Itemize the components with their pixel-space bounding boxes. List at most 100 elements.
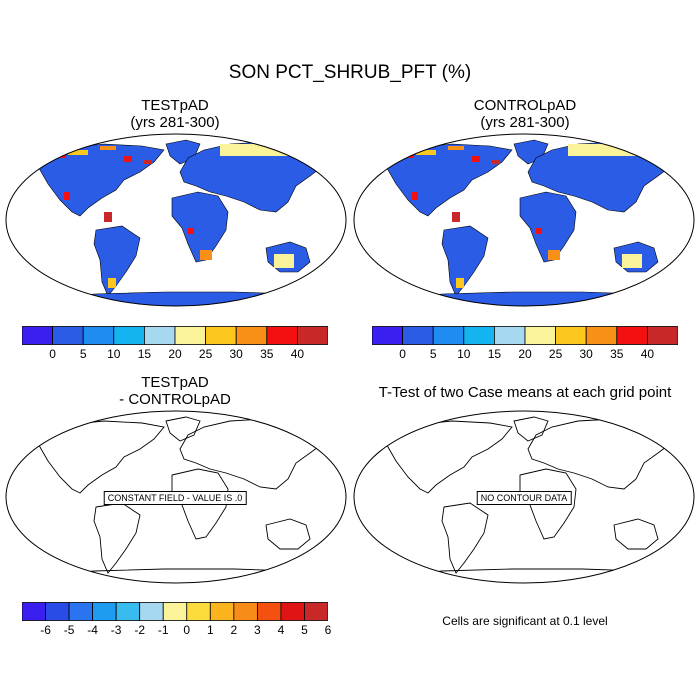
shrub-hotspot	[274, 254, 294, 268]
colorbar-swatch	[22, 602, 46, 621]
shrub-hotspot	[548, 250, 560, 260]
colorbar-swatch	[209, 602, 235, 621]
colorbar-swatch	[304, 602, 328, 621]
colorbar-tick-label: -2	[134, 623, 146, 637]
continent-greenland	[513, 416, 549, 442]
colorbar-tick-label: 5	[301, 623, 308, 637]
colorbar-test	[22, 326, 328, 345]
shrub-hotspot	[220, 144, 316, 156]
colorbar-tick-label: 0	[49, 347, 56, 361]
shrub-hotspot	[200, 250, 212, 260]
map-border	[5, 410, 347, 584]
colorbar-tick-label: 15	[487, 347, 502, 361]
colorbar-difference	[22, 602, 328, 621]
shrub-hotspot	[536, 228, 542, 234]
colorbar-tick-label: -5	[63, 623, 75, 637]
panel-title-test-line2: (yrs 281-300)	[130, 114, 220, 131]
colorbar-tick-label: 5	[429, 347, 437, 361]
colorbar-tick-label: 20	[168, 347, 182, 361]
colorbar-swatch	[402, 326, 434, 345]
colorbar-swatch	[162, 602, 188, 621]
shrub-hotspot	[568, 144, 664, 156]
shrub-hotspot	[64, 192, 70, 200]
colorbar-swatch	[280, 602, 305, 621]
map-border	[5, 133, 347, 307]
shrub-hotspot	[68, 150, 88, 155]
colorbar-swatch	[296, 326, 328, 345]
continent-north-america	[33, 420, 165, 494]
colorbar-tick-label: -1	[157, 623, 169, 637]
colorbar-tick-label: 10	[107, 347, 121, 361]
panel-title-ttest: T-Test of two Case means at each grid po…	[355, 384, 695, 401]
colorbar-tick-label: 4	[277, 623, 285, 637]
colorbar-control	[372, 326, 678, 345]
continent-antarctica	[391, 291, 670, 306]
panel-title-control-line1: CONTROLpAD	[473, 97, 577, 114]
continent-greenland	[165, 416, 201, 442]
colorbar-swatch	[144, 326, 176, 345]
colorbar-swatch	[22, 326, 54, 345]
colorbar-tick-label: -6	[40, 623, 51, 637]
colorbar-swatch	[256, 602, 282, 621]
map-control-panel	[353, 133, 695, 307]
colorbar-tick-label: -3	[110, 623, 122, 637]
continent-south-america	[441, 502, 489, 574]
shrub-hotspot	[472, 156, 480, 162]
colorbar-tick-label: 3	[254, 623, 261, 637]
shrub-hotspot	[452, 212, 460, 222]
colorbar-swatch	[186, 602, 211, 621]
colorbar-test-labels: 0 5 10 15 20 25 30 35 40	[22, 347, 328, 363]
colorbar-tick-label: 35	[260, 347, 274, 361]
significance-note: Cells are significant at 0.1 level	[442, 614, 608, 628]
colorbar-tick-label: -4	[87, 623, 98, 637]
colorbar-swatch	[113, 326, 145, 345]
colorbar-swatch	[92, 602, 117, 621]
colorbar-swatch	[233, 602, 258, 621]
colorbar-swatch	[68, 602, 94, 621]
shrub-hotspot	[108, 278, 116, 288]
shrub-hotspot	[456, 278, 464, 288]
colorbar-swatch	[115, 602, 141, 621]
colorbar-difference-labels: -6 -5 -4 -3 -2 -1 0 1 2 3 4 5 6	[22, 623, 331, 639]
panel-title-test: TESTpAD (yrs 281-300)	[25, 97, 325, 131]
shrub-hotspot	[38, 152, 66, 158]
colorbar-swatch	[52, 326, 84, 345]
colorbar-swatch	[205, 326, 237, 345]
panel-title-ttest-line1: T-Test of two Case means at each grid po…	[378, 384, 672, 401]
colorbar-swatch	[494, 326, 526, 345]
continent-antarctica	[43, 291, 322, 306]
colorbar-tick-label: 6	[324, 623, 332, 637]
colorbar-swatch	[266, 326, 298, 345]
shrub-hotspot	[416, 150, 436, 155]
no-contour-message: NO CONTOUR DATA	[476, 491, 572, 505]
colorbar-tick-label: 0	[183, 623, 191, 637]
colorbar-swatch	[555, 326, 587, 345]
colorbar-swatch	[524, 326, 557, 345]
shrub-hotspot	[104, 212, 112, 222]
colorbar-tick-label: 15	[137, 347, 152, 361]
shrub-hotspot	[100, 146, 116, 150]
colorbar-swatch	[235, 326, 268, 345]
colorbar-tick-label: 25	[198, 347, 213, 361]
shrub-hotspot	[386, 152, 414, 158]
shrub-hotspot	[492, 160, 500, 164]
colorbar-tick-label: 25	[548, 347, 563, 361]
panel-title-diff-line2: - CONTROLpAD	[119, 391, 231, 408]
colorbar-swatch	[463, 326, 495, 345]
colorbar-swatch	[174, 326, 207, 345]
colorbar-tick-label: 2	[230, 623, 238, 637]
shrub-hotspot	[144, 160, 152, 164]
colorbar-swatch	[82, 326, 115, 345]
constant-field-message: CONSTANT FIELD - VALUE IS .0	[103, 491, 247, 505]
colorbar-swatch	[372, 326, 404, 345]
colorbar-tick-label: 30	[579, 347, 593, 361]
colorbar-swatch	[646, 326, 678, 345]
panel-title-control: CONTROLpAD (yrs 281-300)	[375, 97, 675, 131]
continent-australia	[613, 518, 659, 550]
colorbar-swatch	[616, 326, 648, 345]
figure-title: SON PCT_SHRUB_PFT (%)	[228, 62, 472, 83]
colorbar-tick-label: 40	[640, 347, 655, 361]
map-border	[353, 410, 695, 584]
colorbar-tick-label: 40	[290, 347, 305, 361]
panel-title-test-line1: TESTpAD	[141, 97, 209, 114]
